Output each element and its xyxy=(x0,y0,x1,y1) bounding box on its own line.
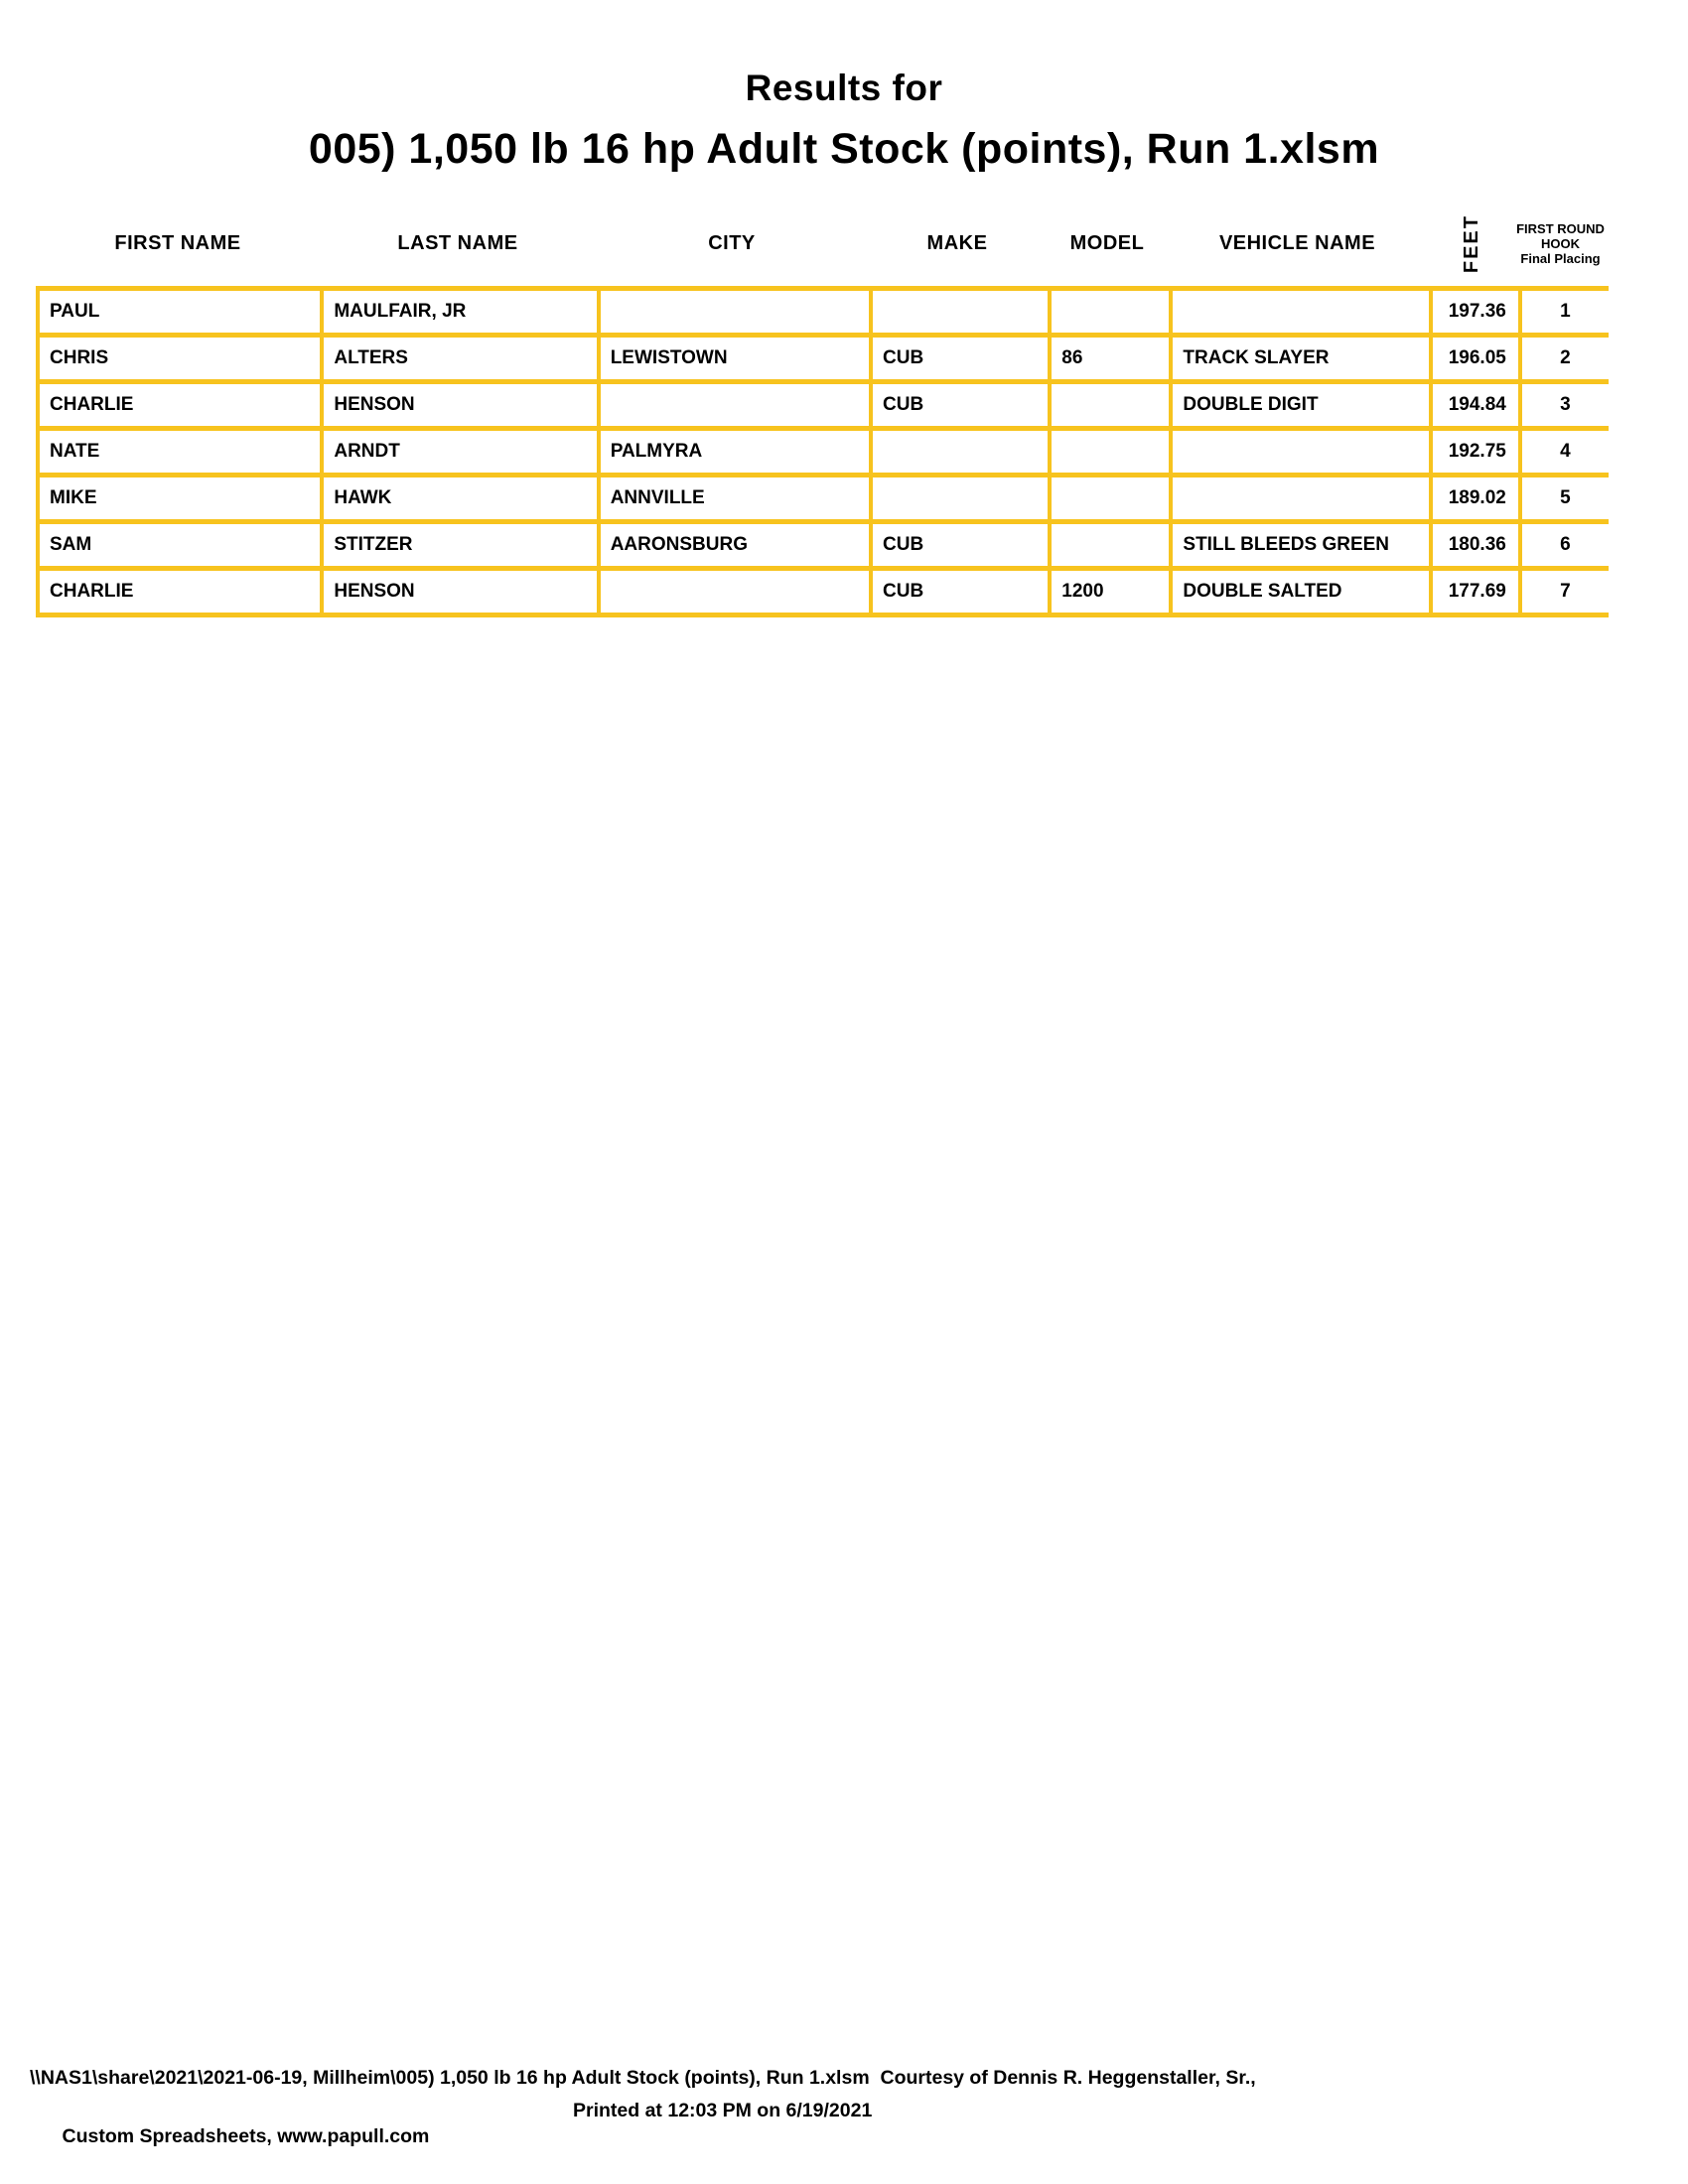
col-header-placing: FIRST ROUND HOOK Final Placing xyxy=(1516,221,1605,266)
cell-feet: 192.75 xyxy=(1428,426,1522,478)
cell-vehicle-name xyxy=(1169,473,1433,524)
cell-first-name: SAM xyxy=(35,519,325,571)
cell-city xyxy=(596,379,874,431)
table-header-row: FIRST NAME LAST NAME CITY MAKE MODEL VEH… xyxy=(36,202,1609,286)
cell-make: CUB xyxy=(869,519,1053,571)
cell-placing: 3 xyxy=(1517,379,1609,431)
cell-feet: 196.05 xyxy=(1428,333,1522,384)
cell-last-name: ARNDT xyxy=(320,426,601,478)
table-row: PAUL MAULFAIR, JR 197.36 1 xyxy=(35,286,1609,338)
cell-feet: 197.36 xyxy=(1428,286,1522,338)
table-row: CHARLIE HENSON CUB DOUBLE DIGIT 194.84 3 xyxy=(35,379,1609,431)
cell-last-name: STITZER xyxy=(320,519,601,571)
cell-last-name: ALTERS xyxy=(320,333,601,384)
cell-vehicle-name xyxy=(1169,286,1433,338)
col-header-feet: FEET xyxy=(1427,202,1516,286)
col-header-last-name: LAST NAME xyxy=(397,232,518,254)
table-row: CHARLIE HENSON CUB 1200 DOUBLE SALTED 177.69 7 xyxy=(35,566,1609,617)
cell-last-name: MAULFAIR, JR xyxy=(320,286,601,338)
cell-first-name: CHARLIE xyxy=(35,379,325,431)
page-subtitle: 005) 1,050 lb 16 hp Adult Stock (points)… xyxy=(308,125,1380,173)
col-header-first-name: FIRST NAME xyxy=(114,232,241,254)
cell-model xyxy=(1048,426,1174,478)
cell-vehicle-name: DOUBLE DIGIT xyxy=(1169,379,1433,431)
table-row: SAM STITZER AARONSBURG CUB STILL BLEEDS GREE… xyxy=(35,519,1609,571)
cell-placing: 1 xyxy=(1517,286,1609,338)
cell-placing: 6 xyxy=(1517,519,1609,571)
placing-header-line2: HOOK xyxy=(1541,236,1580,251)
footer-file-path: \\NAS1\share\2021\2021-06-19, Millheim\0… xyxy=(30,2067,1256,2089)
cell-placing: 5 xyxy=(1517,473,1609,524)
cell-model: 1200 xyxy=(1048,566,1174,617)
cell-feet: 189.02 xyxy=(1428,473,1522,524)
placing-header-line3: Final Placing xyxy=(1520,251,1601,266)
cell-city: AARONSBURG xyxy=(596,519,874,571)
col-header-model: MODEL xyxy=(1069,232,1145,254)
cell-city xyxy=(596,566,874,617)
cell-last-name: HENSON xyxy=(320,566,601,617)
results-table: PAUL MAULFAIR, JR 197.36 1 CHRIS ALTERS LEWIST… xyxy=(35,286,1609,617)
results-table-section: FIRST NAME LAST NAME CITY MAKE MODEL VEH… xyxy=(35,202,1609,617)
col-header-make: MAKE xyxy=(926,232,988,254)
cell-make: CUB xyxy=(869,333,1053,384)
cell-last-name: HENSON xyxy=(320,379,601,431)
cell-make xyxy=(869,473,1053,524)
footer: \\NAS1\share\2021\2021-06-19, Millheim\0… xyxy=(30,2065,1668,2184)
cell-feet: 177.69 xyxy=(1428,566,1522,617)
cell-first-name: PAUL xyxy=(35,286,325,338)
cell-placing: 2 xyxy=(1517,333,1609,384)
col-header-vehicle-name: VEHICLE NAME xyxy=(1218,232,1376,254)
cell-make: CUB xyxy=(869,566,1053,617)
cell-first-name: NATE xyxy=(35,426,325,478)
cell-model xyxy=(1048,286,1174,338)
cell-model xyxy=(1048,519,1174,571)
footer-printed-timestamp: Printed at 12:03 PM on 6/19/2021 xyxy=(573,2100,873,2121)
cell-model xyxy=(1048,473,1174,524)
footer-credit: Custom Spreadsheets, www.papull.com xyxy=(62,2125,430,2147)
cell-model xyxy=(1048,379,1174,431)
cell-make xyxy=(869,286,1053,338)
cell-vehicle-name: STILL BLEEDS GREEN xyxy=(1169,519,1433,571)
cell-placing: 7 xyxy=(1517,566,1609,617)
feet-vertical-label: FEET xyxy=(1460,213,1482,274)
cell-first-name: MIKE xyxy=(35,473,325,524)
cell-first-name: CHRIS xyxy=(35,333,325,384)
cell-last-name: HAWK xyxy=(320,473,601,524)
cell-city: PALMYRA xyxy=(596,426,874,478)
col-header-city: CITY xyxy=(708,232,756,254)
cell-placing: 4 xyxy=(1517,426,1609,478)
cell-city xyxy=(596,286,874,338)
cell-vehicle-name xyxy=(1169,426,1433,478)
cell-feet: 180.36 xyxy=(1428,519,1522,571)
cell-city: ANNVILLE xyxy=(596,473,874,524)
cell-make xyxy=(869,426,1053,478)
cell-vehicle-name: TRACK SLAYER xyxy=(1169,333,1433,384)
placing-header-line1: FIRST ROUND xyxy=(1516,221,1605,236)
table-row: CHRIS ALTERS LEWISTOWN CUB 86 TRACK SLAYER 196… xyxy=(35,333,1609,384)
cell-first-name: CHARLIE xyxy=(35,566,325,617)
cell-make: CUB xyxy=(869,379,1053,431)
cell-vehicle-name: DOUBLE SALTED xyxy=(1169,566,1433,617)
page-title: Results for xyxy=(745,68,943,108)
table-row: NATE ARNDT PALMYRA 192.75 4 xyxy=(35,426,1609,478)
cell-city: LEWISTOWN xyxy=(596,333,874,384)
cell-model: 86 xyxy=(1048,333,1174,384)
cell-feet: 194.84 xyxy=(1428,379,1522,431)
table-row: MIKE HAWK ANNVILLE 189.02 5 xyxy=(35,473,1609,524)
